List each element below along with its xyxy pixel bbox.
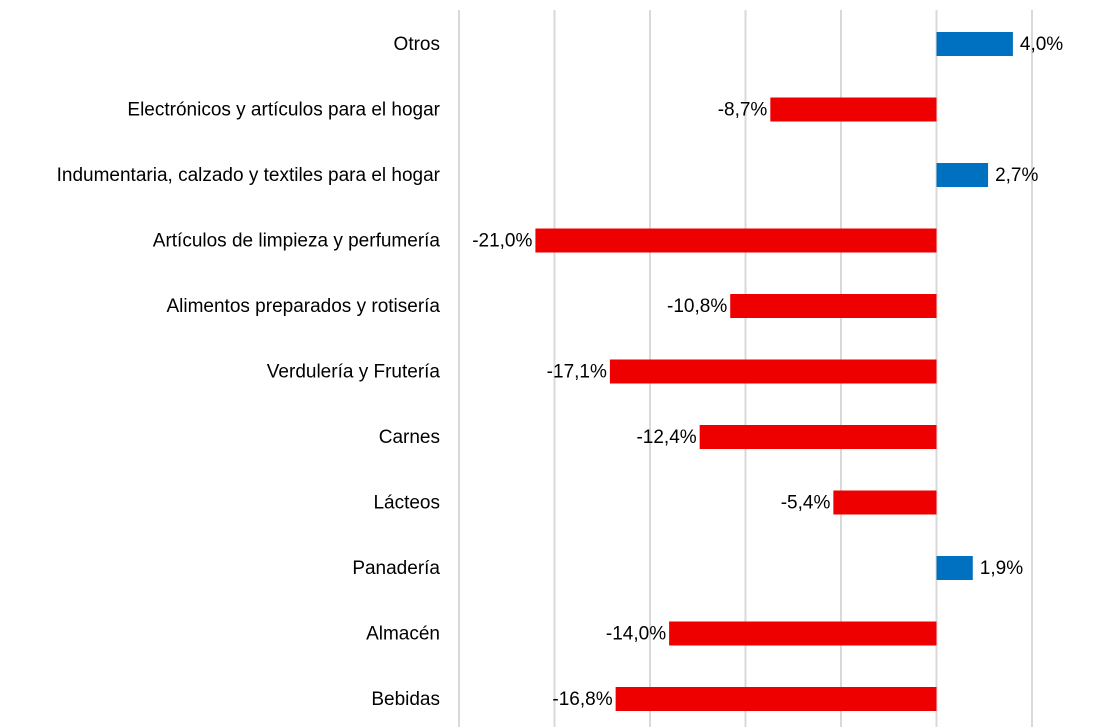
y-tick-label: Otros <box>394 34 440 55</box>
y-tick-label: Electrónicos y artículos para el hogar <box>127 100 440 121</box>
y-tick-label: Verdulería y Frutería <box>267 362 441 383</box>
bar <box>833 490 937 515</box>
value-label: 4,0% <box>1020 34 1063 55</box>
value-label: -14,0% <box>606 624 666 645</box>
y-tick-label: Carnes <box>379 427 440 448</box>
value-label: -16,8% <box>552 689 612 710</box>
bar <box>609 359 937 384</box>
bar <box>936 32 1013 56</box>
value-label: -10,8% <box>667 296 727 317</box>
value-label: -21,0% <box>472 231 532 252</box>
bar <box>936 163 989 187</box>
y-tick-label: Alimentos preparados y rotisería <box>166 296 440 317</box>
y-tick-label: Artículos de limpieza y perfumería <box>153 231 441 252</box>
bar <box>936 556 973 580</box>
value-label: -8,7% <box>718 100 768 121</box>
value-label: 2,7% <box>995 165 1038 186</box>
bar <box>535 228 937 253</box>
bar <box>699 425 937 449</box>
value-label: -17,1% <box>547 362 607 383</box>
y-tick-label: Bebidas <box>371 689 440 710</box>
bar <box>669 621 937 646</box>
bar <box>730 294 937 318</box>
value-label: -5,4% <box>781 493 831 514</box>
y-tick-label: Panadería <box>352 558 440 579</box>
bar <box>770 97 937 122</box>
value-label: -12,4% <box>636 427 696 448</box>
bar <box>615 687 937 711</box>
value-label: 1,9% <box>980 558 1023 579</box>
y-tick-label: Indumentaria, calzado y textiles para el… <box>57 165 441 186</box>
y-tick-label: Lácteos <box>373 493 440 514</box>
y-tick-label: Almacén <box>366 624 440 645</box>
